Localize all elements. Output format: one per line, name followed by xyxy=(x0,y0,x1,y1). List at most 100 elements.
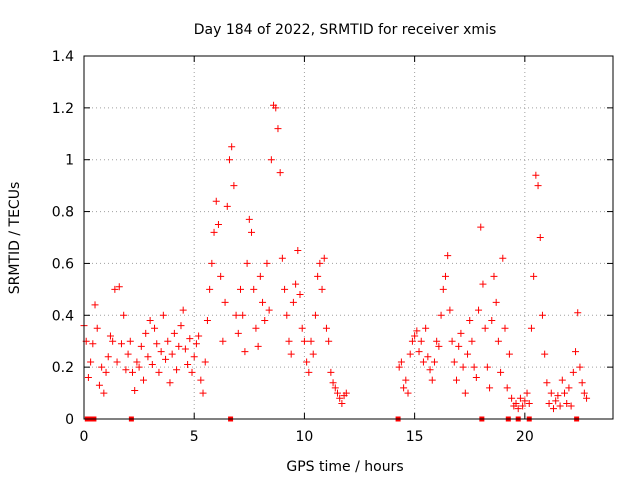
data-point xyxy=(397,358,405,366)
data-point xyxy=(184,361,192,369)
data-point xyxy=(93,324,101,332)
data-point xyxy=(192,340,200,348)
data-point xyxy=(281,285,289,293)
data-point xyxy=(89,340,97,348)
data-point xyxy=(111,285,119,293)
data-point xyxy=(276,169,284,177)
data-point xyxy=(541,350,549,358)
y-tick-label: 0.6 xyxy=(52,256,74,272)
data-point xyxy=(162,355,170,363)
data-point xyxy=(497,368,505,376)
data-point xyxy=(126,337,134,345)
data-point xyxy=(402,376,410,384)
data-point xyxy=(164,337,172,345)
data-point xyxy=(188,368,196,376)
data-point xyxy=(115,283,123,291)
y-tick-label: 0.2 xyxy=(52,360,74,376)
data-point xyxy=(219,337,227,345)
data-point xyxy=(525,399,533,407)
data-point xyxy=(322,324,330,332)
data-point xyxy=(272,104,280,112)
data-point xyxy=(453,376,461,384)
data-point xyxy=(168,350,176,358)
data-point xyxy=(265,306,273,314)
data-point xyxy=(294,246,302,254)
data-point xyxy=(457,329,465,337)
data-point xyxy=(236,285,244,293)
y-tick-label: 1 xyxy=(65,153,74,169)
data-point xyxy=(296,291,304,299)
data-point xyxy=(208,259,216,267)
data-point xyxy=(155,368,163,376)
data-point xyxy=(338,399,346,407)
data-point xyxy=(413,327,421,335)
data-point xyxy=(148,361,156,369)
data-point xyxy=(580,389,588,397)
x-tick-label: 15 xyxy=(406,429,424,445)
data-point xyxy=(543,379,551,387)
data-point xyxy=(415,348,423,356)
data-point xyxy=(534,182,542,190)
data-point xyxy=(303,358,311,366)
data-point xyxy=(508,394,516,402)
data-point xyxy=(536,234,544,241)
data-point xyxy=(173,366,181,374)
data-point xyxy=(459,363,467,371)
data-point xyxy=(190,353,198,361)
data-point xyxy=(320,254,328,262)
data-point xyxy=(243,259,251,267)
data-point xyxy=(298,324,306,332)
data-point xyxy=(318,285,326,293)
data-point xyxy=(512,399,520,407)
data-point xyxy=(146,316,154,324)
y-tick-label: 1.2 xyxy=(52,101,74,117)
data-point xyxy=(547,389,555,397)
data-point xyxy=(239,311,247,319)
data-point xyxy=(245,215,253,223)
data-point xyxy=(142,329,150,337)
data-point xyxy=(475,306,483,314)
data-point xyxy=(483,363,491,371)
data-point xyxy=(400,384,408,392)
data-point xyxy=(256,272,264,280)
data-point xyxy=(232,311,240,319)
data-point xyxy=(305,368,313,376)
data-point xyxy=(569,368,577,376)
data-point xyxy=(441,272,449,280)
data-point xyxy=(424,353,432,361)
data-point xyxy=(578,379,586,387)
data-point xyxy=(464,350,472,358)
data-point xyxy=(514,405,522,413)
data-point xyxy=(221,298,229,306)
data-point xyxy=(135,363,143,371)
data-point xyxy=(527,324,535,332)
data-point xyxy=(117,340,125,348)
data-point xyxy=(289,298,297,306)
data-point xyxy=(137,342,145,350)
data-point xyxy=(565,384,573,392)
x-tick-label: 5 xyxy=(190,429,199,445)
data-point xyxy=(333,389,341,397)
data-point xyxy=(477,223,485,231)
data-point xyxy=(250,285,258,293)
data-point xyxy=(567,402,575,410)
data-point xyxy=(314,272,322,280)
data-point xyxy=(228,143,236,151)
data-point xyxy=(446,306,454,314)
data-point xyxy=(505,350,513,358)
data-point xyxy=(549,405,557,413)
data-point xyxy=(439,285,447,293)
y-tick-label: 0.4 xyxy=(52,308,74,324)
data-point xyxy=(113,358,121,366)
y-tick-label: 0.8 xyxy=(52,205,74,221)
data-point xyxy=(490,272,498,280)
data-point xyxy=(206,285,214,293)
data-point xyxy=(91,301,99,309)
data-point xyxy=(572,348,580,356)
data-point xyxy=(552,397,560,405)
data-point xyxy=(309,350,317,358)
x-axis-label: GPS time / hours xyxy=(286,459,403,475)
data-point xyxy=(181,345,189,353)
data-point xyxy=(124,350,132,358)
data-point xyxy=(241,348,249,356)
